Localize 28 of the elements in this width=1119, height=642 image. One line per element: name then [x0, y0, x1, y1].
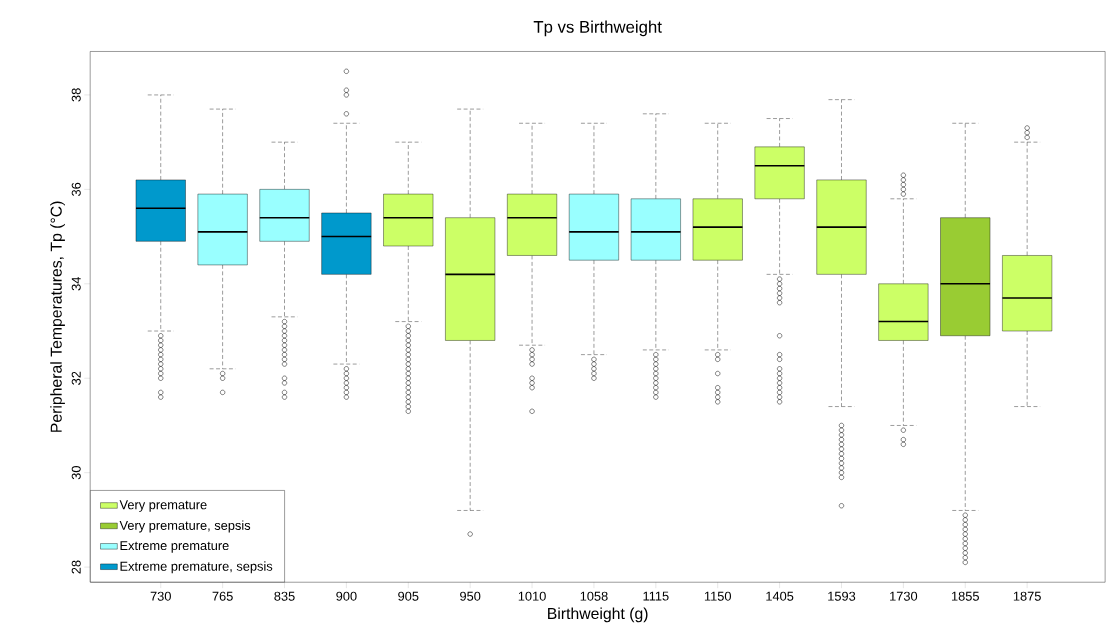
x-tick-label: 905 [398, 591, 419, 601]
x-tick-label: 1010 [518, 591, 546, 601]
y-tick-label: 36 [71, 182, 81, 197]
x-tick-label: 835 [274, 591, 295, 601]
x-axis-title: Birthweight (g) [548, 607, 648, 623]
y-tick-label: 38 [71, 88, 81, 102]
x-tick-label: 765 [212, 591, 233, 601]
legend-label: Extreme premature, sepsis [120, 561, 273, 574]
legend-label: Very premature, sepsis [119, 520, 251, 533]
y-tick-label: 30 [71, 466, 81, 480]
legend-label: Very premature [119, 500, 207, 512]
x-tick-label: 1058 [580, 591, 608, 601]
y-tick-label: 28 [71, 560, 81, 574]
x-tick-label: 1115 [643, 591, 669, 601]
y-tick-label: 32 [71, 371, 81, 386]
x-tick-label: 900 [336, 591, 357, 601]
x-tick-label: 1405 [766, 591, 794, 601]
x-tick-label: 1730 [890, 591, 918, 601]
x-tick-label: 1593 [828, 591, 856, 601]
x-tick-label: 1875 [1013, 591, 1041, 601]
x-tick-label: 1150 [704, 591, 732, 601]
chart-title: Tp vs Birthweight [533, 20, 662, 37]
x-tick-label: 730 [150, 591, 171, 601]
y-tick-label: 34 [71, 277, 81, 291]
y-axis-title: Peripheral Temperatures, Tp (°C) [50, 201, 65, 433]
x-tick-label: 950 [460, 591, 481, 601]
x-tick-label: 1855 [951, 591, 979, 601]
legend-label: Extreme premature [120, 541, 229, 553]
